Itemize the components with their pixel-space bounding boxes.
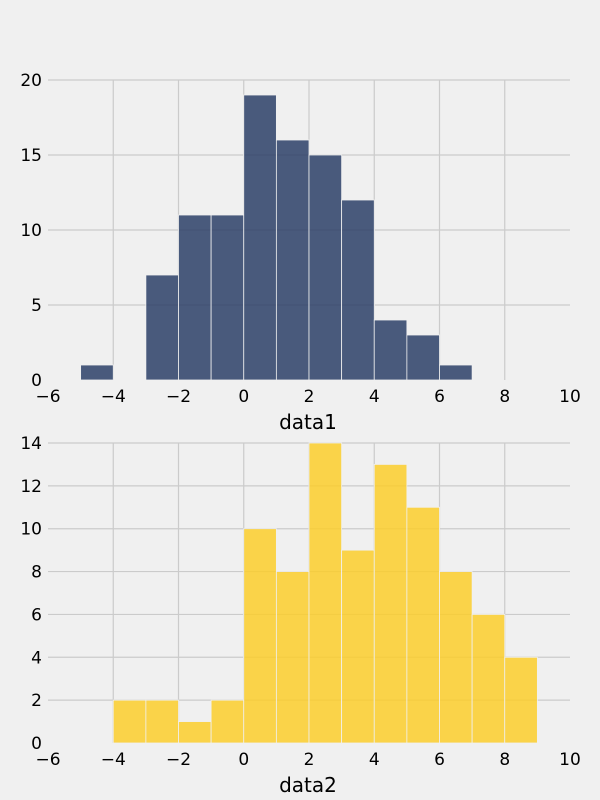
data2-x-axis-label: data2 (279, 773, 337, 797)
data2-histogram-bar (439, 571, 473, 744)
data1-histogram-bar (406, 334, 440, 381)
data2-histogram-bar (145, 699, 179, 744)
data1-histogram-bar (210, 214, 245, 381)
data1-x-tick-label: −6 (35, 387, 60, 407)
data1-histogram-bar (80, 364, 114, 381)
data1-histogram-bar (341, 199, 375, 381)
data1-x-tick-label: 10 (559, 387, 581, 407)
data2-histogram-bar (112, 699, 147, 744)
data1-histogram-bar (439, 364, 473, 381)
data1-histogram-bar (145, 274, 179, 381)
data1-y-tick-label: 0 (31, 371, 42, 391)
data1-y-tick-label: 10 (20, 221, 42, 241)
data2-x-tick-label: 10 (559, 750, 581, 770)
data2-y-tick-label: 14 (20, 434, 42, 454)
data2-histogram-bar (275, 571, 310, 744)
data2-histogram-bar (373, 464, 408, 744)
data1-histogram-bar (178, 214, 212, 381)
data2-histogram-bar (341, 549, 375, 744)
data2-y-tick-label: 2 (31, 691, 42, 711)
data2-histogram-bar (308, 442, 343, 744)
data2-x-tick-label: −6 (35, 750, 60, 770)
data2-histogram-bar (210, 699, 245, 744)
data2-x-tick-label: 2 (304, 750, 315, 770)
data2-histogram-bar (504, 656, 538, 744)
data1-histogram-panel: −6 −4 −2 0 2 4 6 8 10 0 5 10 15 20 data1 (20, 71, 580, 434)
data1-y-tick-label: 15 (20, 146, 42, 166)
data1-x-tick-label: −4 (101, 387, 126, 407)
data1-histogram-bar (243, 94, 277, 381)
data2-histogram-bar (178, 721, 212, 744)
data2-y-tick-label: 6 (31, 605, 42, 625)
data1-x-tick-label: 8 (499, 387, 510, 407)
data2-histogram-bar (471, 614, 506, 744)
data2-y-tick-label: 12 (20, 477, 42, 497)
data2-y-tick-label: 0 (31, 734, 42, 754)
data2-y-tick-label: 4 (31, 648, 42, 668)
data2-x-tick-label: −2 (166, 750, 191, 770)
data2-x-tick-label: 0 (238, 750, 249, 770)
data1-x-tick-label: 6 (434, 387, 445, 407)
data1-histogram-bar (373, 319, 408, 381)
data2-x-tick-label: 6 (434, 750, 445, 770)
data2-histogram-bar (406, 506, 440, 744)
data1-x-tick-label: −2 (166, 387, 191, 407)
data1-x-tick-label: 2 (304, 387, 315, 407)
data2-y-tick-label: 10 (20, 520, 42, 540)
data1-x-axis-label: data1 (279, 410, 337, 434)
data2-y-tick-label: 8 (31, 563, 42, 583)
data2-histogram-bar (243, 528, 277, 744)
data2-x-tick-label: 4 (369, 750, 380, 770)
data2-x-tick-label: −4 (101, 750, 126, 770)
data1-x-tick-label: 0 (238, 387, 249, 407)
data1-histogram-bar (308, 154, 343, 381)
data2-histogram-panel: −6 −4 −2 0 2 4 6 8 10 0 2 4 6 8 10 12 14 data2 (20, 434, 580, 797)
data1-histogram-bar (275, 139, 310, 381)
data2-x-tick-label: 8 (499, 750, 510, 770)
data1-y-tick-label: 20 (20, 71, 42, 91)
data1-x-tick-label: 4 (369, 387, 380, 407)
data1-y-tick-label: 5 (31, 296, 42, 316)
